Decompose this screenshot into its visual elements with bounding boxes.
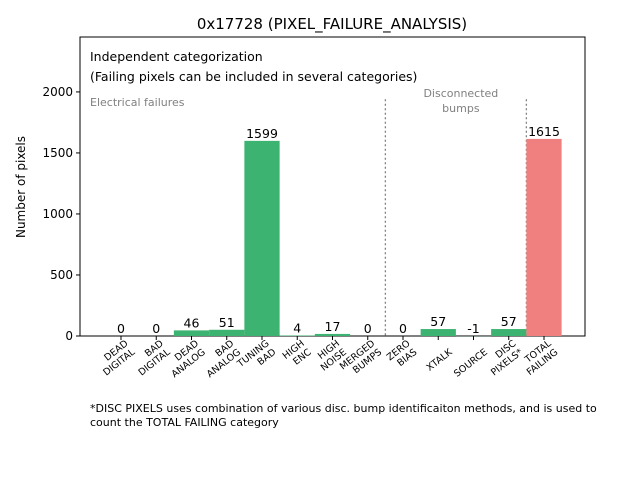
y-tick-label: 1500	[42, 146, 73, 160]
bar-total-failing	[526, 138, 562, 336]
bar-value-label: 57	[430, 314, 446, 329]
bar-value-label: 46	[184, 315, 200, 330]
x-tick-label: MERGEDBUMPS	[338, 338, 384, 381]
x-tick-label: XTALK	[425, 346, 456, 373]
footnote: *DISC PIXELS uses combination of various…	[90, 402, 597, 429]
region-label-electrical: Electrical failures	[90, 96, 185, 109]
x-tick-label: TUNINGBAD	[235, 338, 279, 379]
x-tick-label: DEADDIGITAL	[94, 338, 137, 379]
x-tick-label: TOTALFAILING	[518, 338, 561, 378]
bar-xtalk	[420, 329, 456, 336]
x-tick-label: BADANALOG	[198, 338, 243, 380]
x-tick-label: HIGHENC	[281, 338, 314, 371]
region-label-disconnected: Disconnected bumps	[423, 87, 498, 115]
bar-tuning-bad	[244, 140, 280, 336]
bar-bad-analog	[209, 329, 245, 336]
x-tick-label: ZEROBIAS	[385, 338, 420, 372]
bar-value-label: 57	[501, 314, 517, 329]
annotation-categorization: Independent categorization	[90, 49, 263, 64]
x-tick-label: DEADANALOG	[163, 338, 208, 380]
y-axis: 0 500 1000 1500 2000	[42, 85, 80, 343]
region-dividers	[384, 99, 528, 336]
x-tick-label: SOURCE	[452, 347, 490, 380]
bar-value-label: 0	[152, 321, 160, 336]
bar-value-label: 51	[219, 315, 235, 330]
bar-value-label: 1615	[528, 124, 560, 139]
bar-value-label: 0	[117, 321, 125, 336]
y-tick-label: 0	[65, 329, 73, 343]
chart-title: 0x17728 (PIXEL_FAILURE_ANALYSIS)	[197, 15, 467, 34]
bar-value-label: -1	[467, 321, 479, 336]
bar-high-noise	[314, 333, 351, 336]
bar-disc-pixels	[491, 329, 527, 336]
bar-value-label: 17	[325, 319, 341, 334]
bar-dead-analog	[173, 330, 210, 336]
y-tick-label: 1000	[42, 207, 73, 221]
x-axis: DEADDIGITAL BADDIGITAL DEADANALOG BADANALOG…	[94, 336, 561, 381]
x-tick-label: DISCPIXELS*	[482, 338, 525, 378]
y-axis-label: Number of pixels	[14, 136, 28, 238]
bar-value-label: 0	[399, 321, 407, 336]
annotation-multiple-categories: (Failing pixels can be included in sever…	[90, 69, 417, 84]
y-tick-label: 500	[50, 268, 73, 282]
bar-value-labels: 0 0 46 51 1599 4 17 0 0 57 -1 57 1615	[117, 124, 560, 336]
y-tick-label: 2000	[42, 85, 73, 99]
bars	[173, 138, 562, 337]
bar-value-label: 0	[364, 321, 372, 336]
region-labels: Electrical failures Disconnected bumps	[90, 87, 498, 115]
bar-value-label: 4	[293, 321, 301, 336]
bar-value-label: 1599	[246, 126, 278, 141]
x-tick-label: BADDIGITAL	[130, 338, 173, 379]
